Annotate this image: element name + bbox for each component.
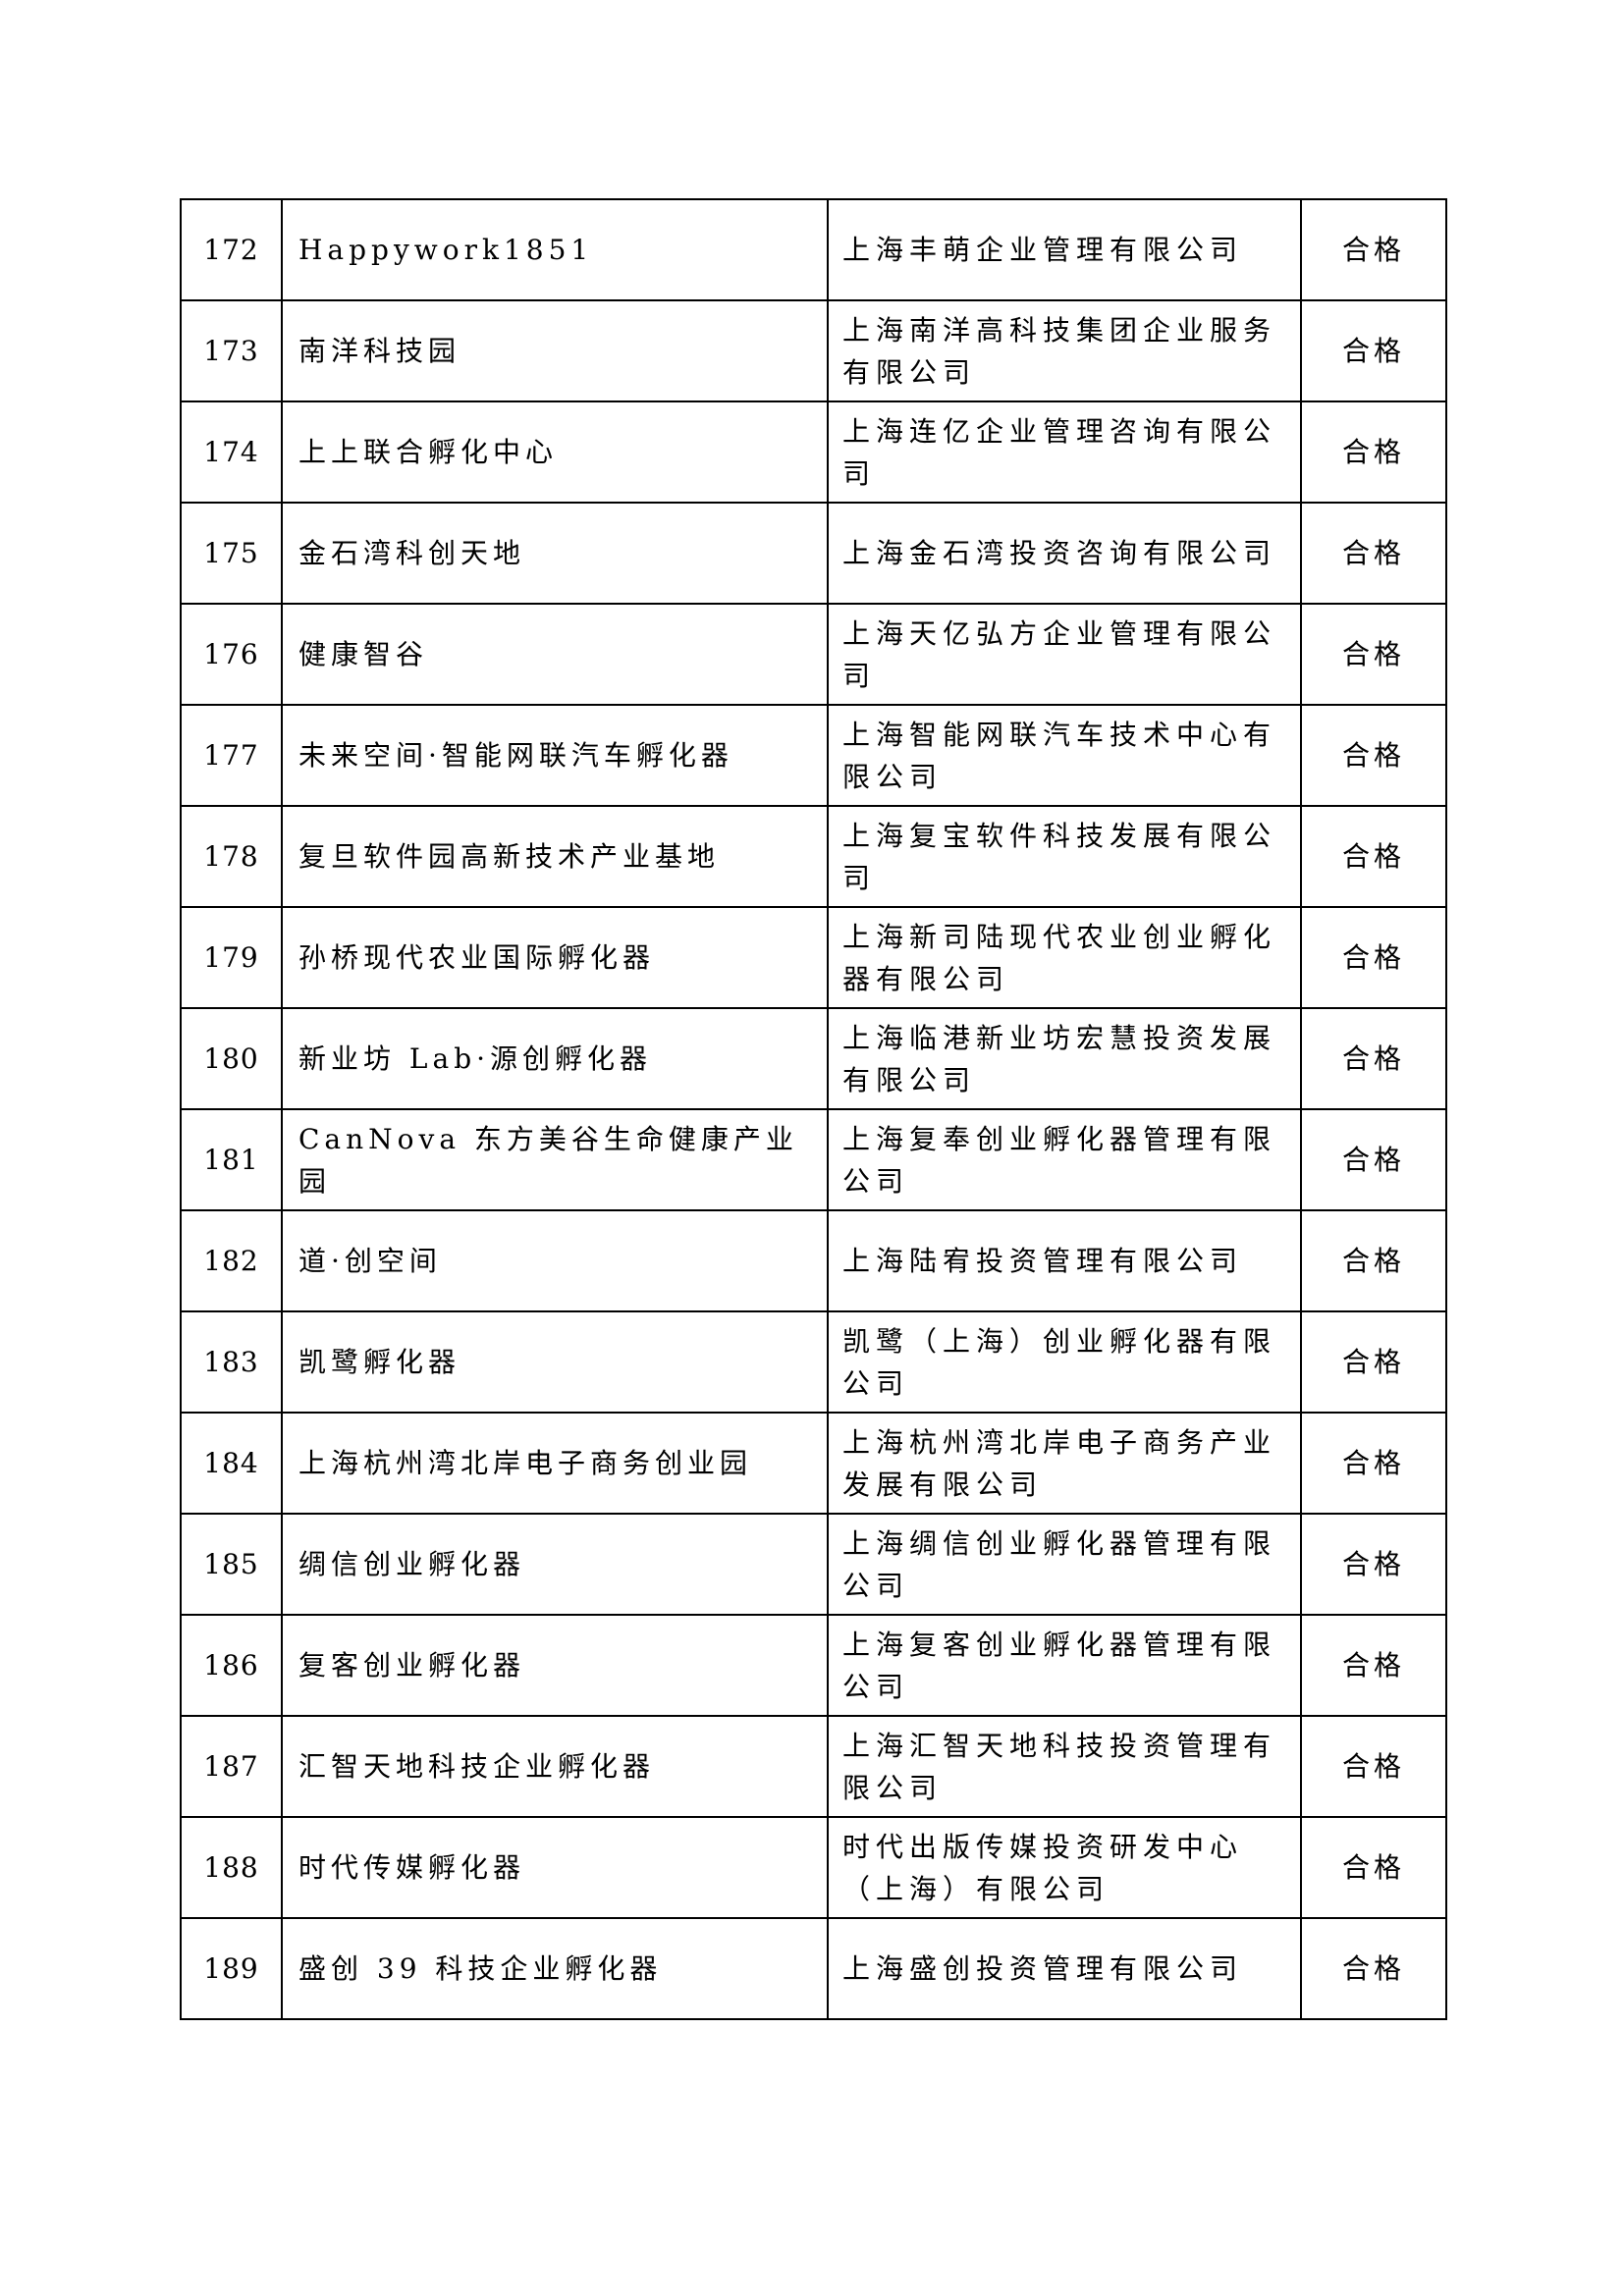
row-number: 174 (180, 400, 283, 504)
evaluation-result: 合格 (1300, 704, 1447, 807)
operating-company: 上海南洋高科技集团企业服务有限公司 (827, 299, 1302, 402)
table-row: 178 复旦软件园高新技术产业基地 上海复宝软件科技发展有限公司 合格 (180, 805, 1447, 908)
operating-company: 上海复奉创业孵化器管理有限公司 (827, 1108, 1302, 1211)
operating-company: 上海绸信创业孵化器管理有限公司 (827, 1513, 1302, 1616)
incubator-name: 复客创业孵化器 (281, 1614, 829, 1717)
evaluation-result: 合格 (1300, 1816, 1447, 1919)
incubator-name: 汇智天地科技企业孵化器 (281, 1715, 829, 1818)
row-number: 179 (180, 906, 283, 1009)
evaluation-result: 合格 (1300, 299, 1447, 402)
incubator-name: 孙桥现代农业国际孵化器 (281, 906, 829, 1009)
incubator-name: 复旦软件园高新技术产业基地 (281, 805, 829, 908)
incubator-name: 盛创 39 科技企业孵化器 (281, 1917, 829, 2020)
row-number: 187 (180, 1715, 283, 1818)
evaluation-result: 合格 (1300, 502, 1447, 605)
incubator-name: 未来空间·智能网联汽车孵化器 (281, 704, 829, 807)
incubator-name: 南洋科技园 (281, 299, 829, 402)
evaluation-result: 合格 (1300, 1412, 1447, 1515)
incubator-name: 上海杭州湾北岸电子商务创业园 (281, 1412, 829, 1515)
table-row: 183 凯鹭孵化器 凯鹭（上海）创业孵化器有限公司 合格 (180, 1310, 1447, 1414)
operating-company: 上海天亿弘方企业管理有限公司 (827, 603, 1302, 706)
operating-company: 上海盛创投资管理有限公司 (827, 1917, 1302, 2020)
row-number: 177 (180, 704, 283, 807)
incubator-name: Happywork1851 (281, 198, 829, 301)
incubator-name: 新业坊 Lab·源创孵化器 (281, 1007, 829, 1110)
evaluation-result: 合格 (1300, 1310, 1447, 1414)
operating-company: 上海复宝软件科技发展有限公司 (827, 805, 1302, 908)
row-number: 175 (180, 502, 283, 605)
operating-company: 上海杭州湾北岸电子商务产业发展有限公司 (827, 1412, 1302, 1515)
incubator-name: 金石湾科创天地 (281, 502, 829, 605)
evaluation-result: 合格 (1300, 1917, 1447, 2020)
table-row: 188 时代传媒孵化器 时代出版传媒投资研发中心（上海）有限公司 合格 (180, 1816, 1447, 1919)
evaluation-result: 合格 (1300, 1108, 1447, 1211)
table-row: 174 上上联合孵化中心 上海连亿企业管理咨询有限公司 合格 (180, 400, 1447, 504)
table-row: 172 Happywork1851 上海丰萌企业管理有限公司 合格 (180, 198, 1447, 301)
operating-company: 上海连亿企业管理咨询有限公司 (827, 400, 1302, 504)
row-number: 173 (180, 299, 283, 402)
row-number: 180 (180, 1007, 283, 1110)
table-row: 186 复客创业孵化器 上海复客创业孵化器管理有限公司 合格 (180, 1614, 1447, 1717)
incubator-name: 时代传媒孵化器 (281, 1816, 829, 1919)
incubator-name: 上上联合孵化中心 (281, 400, 829, 504)
incubator-evaluation-table: 172 Happywork1851 上海丰萌企业管理有限公司 合格 173 南洋科技园 上海… (180, 198, 1447, 2020)
table-row: 181 CanNova 东方美谷生命健康产业园 上海复奉创业孵化器管理有限公司 合格 (180, 1108, 1447, 1211)
table-row: 180 新业坊 Lab·源创孵化器 上海临港新业坊宏慧投资发展有限公司 合格 (180, 1007, 1447, 1110)
evaluation-result: 合格 (1300, 198, 1447, 301)
incubator-name: CanNova 东方美谷生命健康产业园 (281, 1108, 829, 1211)
operating-company: 上海金石湾投资咨询有限公司 (827, 502, 1302, 605)
row-number: 186 (180, 1614, 283, 1717)
evaluation-result: 合格 (1300, 1513, 1447, 1616)
row-number: 178 (180, 805, 283, 908)
row-number: 184 (180, 1412, 283, 1515)
operating-company: 凯鹭（上海）创业孵化器有限公司 (827, 1310, 1302, 1414)
evaluation-result: 合格 (1300, 906, 1447, 1009)
table-row: 176 健康智谷 上海天亿弘方企业管理有限公司 合格 (180, 603, 1447, 706)
row-number: 185 (180, 1513, 283, 1616)
operating-company: 上海汇智天地科技投资管理有限公司 (827, 1715, 1302, 1818)
table-row: 189 盛创 39 科技企业孵化器 上海盛创投资管理有限公司 合格 (180, 1917, 1447, 2020)
table-row: 179 孙桥现代农业国际孵化器 上海新司陆现代农业创业孵化器有限公司 合格 (180, 906, 1447, 1009)
table-row: 177 未来空间·智能网联汽车孵化器 上海智能网联汽车技术中心有限公司 合格 (180, 704, 1447, 807)
evaluation-result: 合格 (1300, 805, 1447, 908)
table-row: 185 绸信创业孵化器 上海绸信创业孵化器管理有限公司 合格 (180, 1513, 1447, 1616)
evaluation-result: 合格 (1300, 1715, 1447, 1818)
evaluation-result: 合格 (1300, 1209, 1447, 1312)
operating-company: 上海智能网联汽车技术中心有限公司 (827, 704, 1302, 807)
evaluation-result: 合格 (1300, 400, 1447, 504)
evaluation-result: 合格 (1300, 1614, 1447, 1717)
operating-company: 上海临港新业坊宏慧投资发展有限公司 (827, 1007, 1302, 1110)
row-number: 181 (180, 1108, 283, 1211)
row-number: 172 (180, 198, 283, 301)
incubator-name: 凯鹭孵化器 (281, 1310, 829, 1414)
table-row: 182 道·创空间 上海陆宥投资管理有限公司 合格 (180, 1209, 1447, 1312)
operating-company: 时代出版传媒投资研发中心（上海）有限公司 (827, 1816, 1302, 1919)
incubator-name: 绸信创业孵化器 (281, 1513, 829, 1616)
row-number: 189 (180, 1917, 283, 2020)
row-number: 182 (180, 1209, 283, 1312)
table-row: 173 南洋科技园 上海南洋高科技集团企业服务有限公司 合格 (180, 299, 1447, 402)
operating-company: 上海丰萌企业管理有限公司 (827, 198, 1302, 301)
table-row: 175 金石湾科创天地 上海金石湾投资咨询有限公司 合格 (180, 502, 1447, 605)
operating-company: 上海复客创业孵化器管理有限公司 (827, 1614, 1302, 1717)
table-row: 187 汇智天地科技企业孵化器 上海汇智天地科技投资管理有限公司 合格 (180, 1715, 1447, 1818)
operating-company: 上海陆宥投资管理有限公司 (827, 1209, 1302, 1312)
evaluation-result: 合格 (1300, 1007, 1447, 1110)
row-number: 183 (180, 1310, 283, 1414)
incubator-name: 健康智谷 (281, 603, 829, 706)
table-row: 184 上海杭州湾北岸电子商务创业园 上海杭州湾北岸电子商务产业发展有限公司 合格 (180, 1412, 1447, 1515)
row-number: 176 (180, 603, 283, 706)
incubator-name: 道·创空间 (281, 1209, 829, 1312)
table-body: 172 Happywork1851 上海丰萌企业管理有限公司 合格 173 南洋科技园 上海… (180, 198, 1447, 2020)
evaluation-result: 合格 (1300, 603, 1447, 706)
row-number: 188 (180, 1816, 283, 1919)
operating-company: 上海新司陆现代农业创业孵化器有限公司 (827, 906, 1302, 1009)
